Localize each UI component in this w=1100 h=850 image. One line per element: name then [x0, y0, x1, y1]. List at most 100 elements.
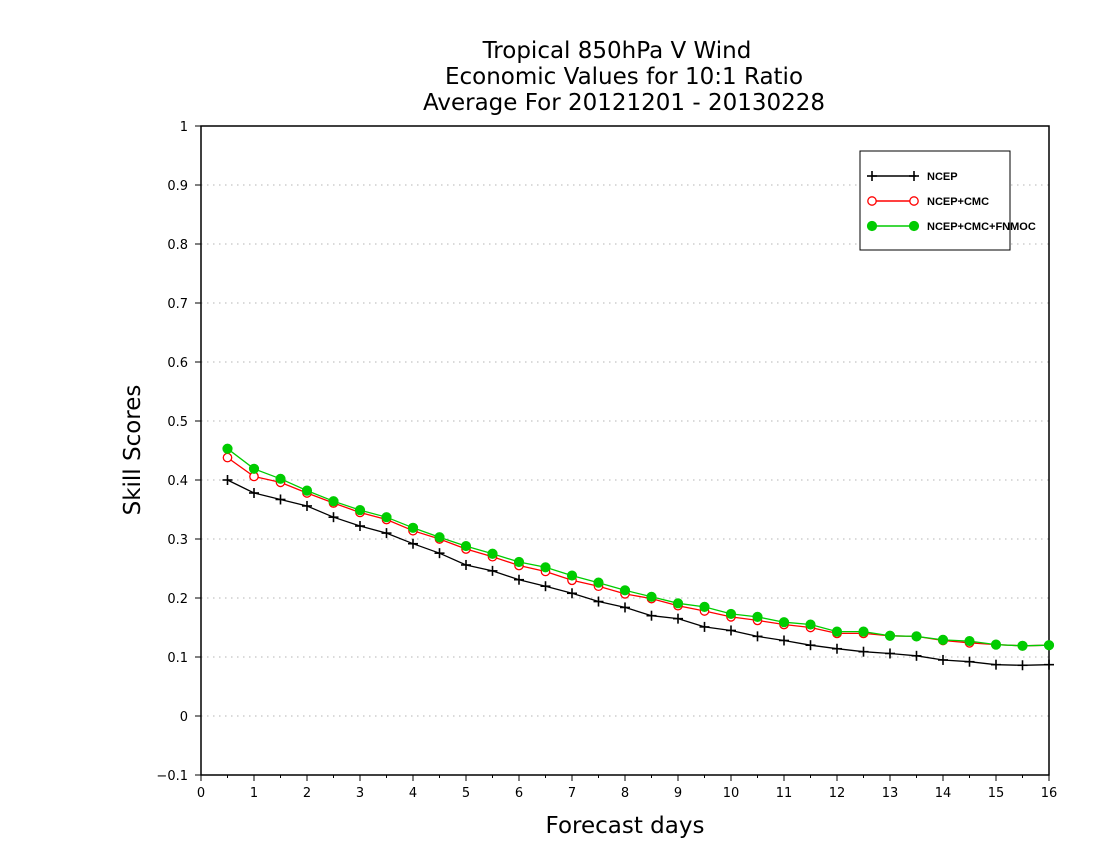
title-line-1: Tropical 850hPa V Wind [482, 38, 752, 64]
x-tick-label: 4 [409, 786, 417, 801]
y-tick-label: 0.2 [167, 592, 188, 607]
y-tick-label: 0.8 [167, 238, 188, 253]
data-point [1044, 659, 1054, 670]
data-point [354, 504, 366, 516]
x-tick-label: 13 [882, 786, 899, 801]
data-point [461, 559, 471, 570]
series-line [227, 457, 1050, 647]
data-point [1043, 640, 1055, 651]
data-point [832, 643, 842, 654]
data-point [514, 574, 524, 585]
data-point [408, 538, 418, 549]
data-point [911, 631, 922, 642]
data-point [990, 639, 1002, 650]
data-point [964, 656, 975, 667]
grid-lines [201, 184, 1049, 717]
data-point [1017, 640, 1028, 651]
y-tick-label: 0.3 [167, 533, 188, 548]
y-tick-label: 0 [180, 710, 188, 725]
data-point [752, 611, 763, 622]
x-tick-label: 8 [621, 786, 629, 801]
y-tick-label: 0.4 [167, 474, 188, 489]
data-point [858, 646, 869, 657]
title-line-2: Economic Values for 10:1 Ratio [445, 64, 803, 90]
data-point [222, 443, 233, 454]
title-line-3: Average For 20121201 - 20130228 [423, 90, 825, 116]
legend-marker [866, 220, 878, 232]
x-tick-label: 16 [1041, 786, 1058, 801]
x-tick-label: 6 [515, 786, 523, 801]
data-point [487, 565, 498, 576]
data-point [725, 608, 737, 620]
data-point [673, 613, 683, 624]
data-point [726, 625, 736, 636]
x-tick-label: 7 [568, 786, 576, 801]
x-tick-label: 12 [829, 786, 846, 801]
data-point [911, 650, 922, 661]
data-point [884, 630, 896, 641]
series-ncep [222, 475, 1054, 671]
x-tick-label: 9 [674, 786, 682, 801]
legend-label: NCEP+CMC+FNMOC [927, 221, 1036, 233]
data-point [646, 610, 657, 621]
data-point [302, 500, 312, 511]
data-point [779, 635, 789, 646]
data-point [381, 512, 392, 523]
legend-item: NCEP+CMC [867, 196, 989, 208]
x-tick-label: 11 [776, 786, 793, 801]
legend-label: NCEP+CMC [927, 196, 989, 208]
legend-marker [867, 171, 877, 181]
data-point [222, 452, 233, 463]
y-tick-label: 0.5 [167, 415, 188, 430]
data-point [593, 577, 604, 588]
y-tick-label: 0.1 [167, 651, 188, 666]
y-tick-label: 0.6 [167, 356, 188, 371]
y-axis-label: Skill Scores [120, 385, 146, 516]
data-point [328, 496, 339, 507]
data-point [566, 570, 578, 581]
data-point [460, 540, 472, 552]
data-point [248, 463, 260, 474]
y-tick-label: 0.9 [167, 179, 188, 194]
data-point [540, 581, 551, 592]
legend-item: NCEP+CMC+FNMOC [866, 220, 1036, 233]
series-layer [222, 443, 1055, 671]
y-tick-label: 0.7 [167, 297, 188, 312]
data-point [1017, 660, 1028, 671]
legend-marker [867, 196, 877, 206]
x-tick-label: 2 [303, 786, 311, 801]
data-point [964, 635, 975, 647]
x-axis-label: Forecast days [546, 813, 705, 839]
data-point [434, 548, 445, 559]
legend-marker [909, 171, 919, 181]
legend-label: NCEP [927, 171, 958, 183]
data-point [275, 494, 286, 505]
data-point [672, 598, 684, 609]
data-point [620, 602, 630, 613]
legend-marker [909, 196, 919, 206]
data-point [540, 562, 551, 573]
series-line [227, 448, 1050, 647]
data-point [275, 473, 286, 484]
y-axis-ticks: −0.1 0 0.1 0.2 0.3 0.4 0.5 0.6 0.7 0.8 0.9 1 [156, 120, 201, 784]
x-tick-label: 15 [988, 786, 1005, 801]
data-point [805, 619, 816, 630]
data-point [301, 485, 313, 496]
chart-title: Tropical 850hPa V Wind Economic Values f… [423, 38, 825, 116]
data-point [805, 640, 816, 651]
x-tick-label: 1 [250, 786, 258, 801]
y-tick-label: −0.1 [156, 769, 188, 784]
series-ncep-cmc-fnmoc [222, 443, 1055, 651]
y-tick-label: 1 [180, 120, 188, 135]
data-point [699, 621, 710, 632]
x-tick-label: 5 [462, 786, 470, 801]
data-point [407, 522, 419, 533]
data-point [831, 626, 843, 637]
data-point [778, 617, 790, 628]
data-point [937, 634, 949, 645]
x-tick-label: 0 [197, 786, 205, 801]
data-point [487, 548, 498, 559]
data-point [646, 591, 657, 602]
data-point [858, 626, 869, 637]
